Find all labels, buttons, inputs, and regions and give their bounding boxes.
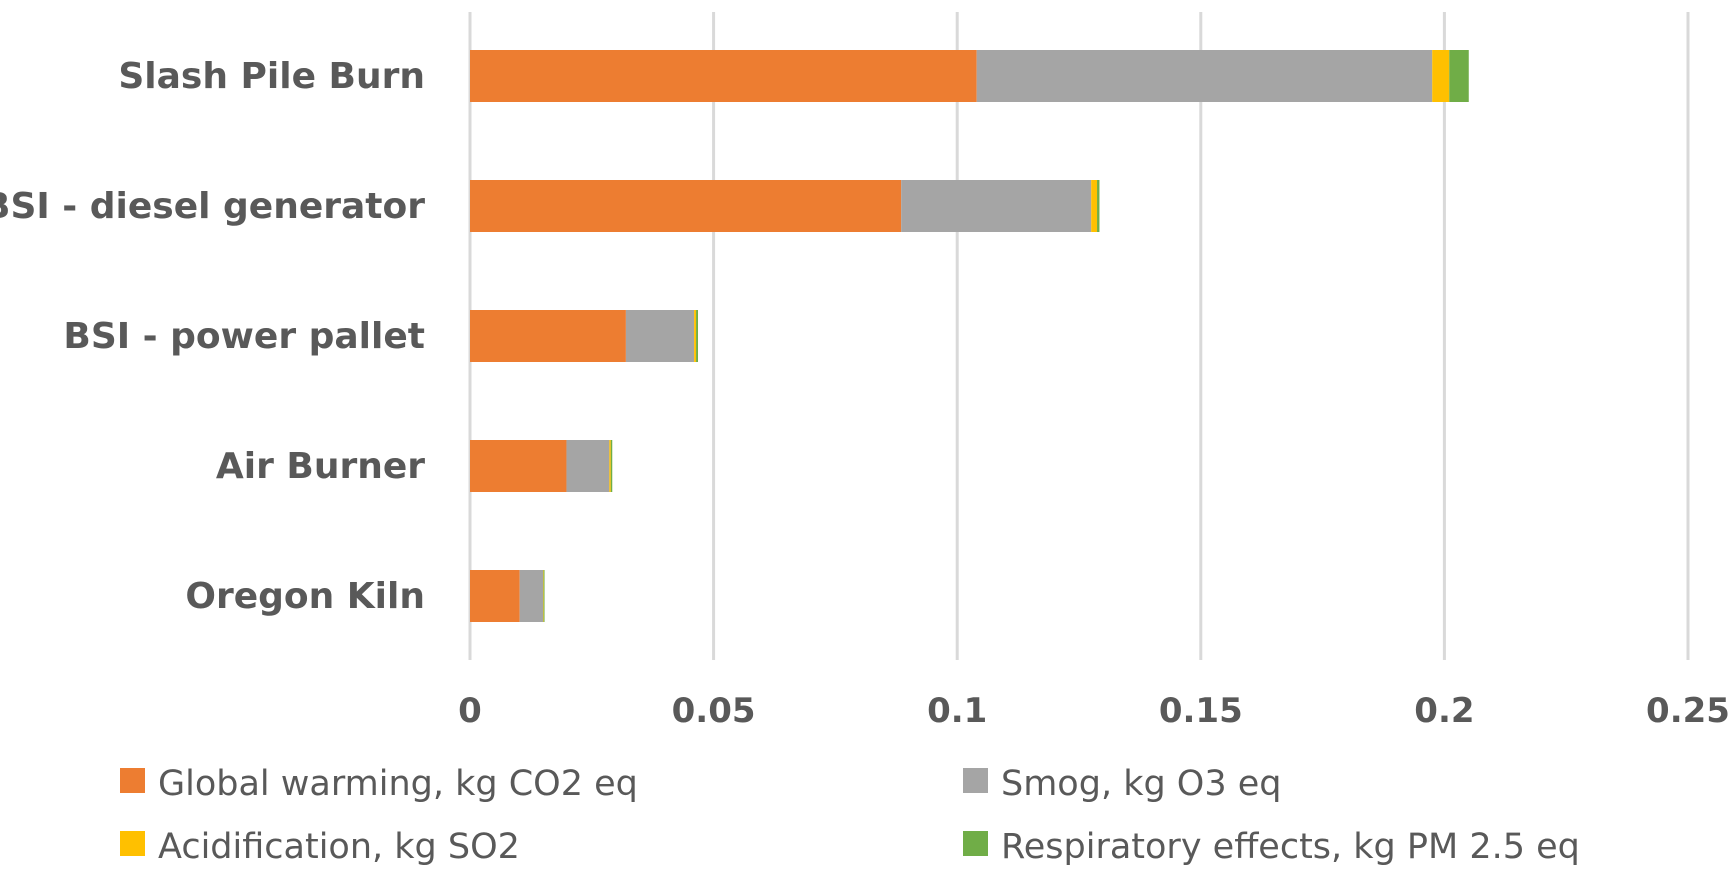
category-label-bsi-diesel-generator: BSI - diesel generator — [0, 186, 425, 227]
bars — [470, 50, 1469, 622]
bar-bsi-power-pallet-respiratory-effects-kg-pm-2-5-eq — [696, 310, 699, 362]
legend-label-respiratory-effects-kg-pm-2-5-eq: Respiratory effects, kg PM 2.5 eq — [1001, 827, 1580, 867]
legend-swatch-global-warming-kg-co2-eq — [120, 768, 145, 793]
x-tick-labels: 0 0.05 0.1 0.15 0.2 0.25 — [458, 691, 1730, 731]
category-label-oregon-kiln: Oregon Kiln — [185, 576, 425, 617]
bar-slash-pile-burn-global-warming-kg-co2-eq — [470, 50, 977, 102]
bar-bsi-power-pallet-smog-kg-o3-eq — [625, 310, 695, 362]
legend-label-global-warming-kg-co2-eq: Global warming, kg CO2 eq — [158, 764, 638, 804]
bar-bsi-diesel-generator-global-warming-kg-co2-eq — [470, 180, 902, 232]
bar-air-burner-respiratory-effects-kg-pm-2-5-eq — [610, 440, 613, 492]
legend-label-acidification-kg-so2: Acidification, kg SO2 — [158, 827, 520, 867]
x-tick-label-0: 0 — [458, 691, 482, 731]
legend-label-smog-kg-o3-eq: Smog, kg O3 eq — [1001, 764, 1282, 804]
x-tick-label-0-2: 0.2 — [1414, 691, 1474, 731]
gridlines — [468, 12, 1690, 660]
category-label-bsi-power-pallet: BSI - power pallet — [63, 316, 425, 357]
bar-slash-pile-burn-respiratory-effects-kg-pm-2-5-eq — [1449, 50, 1469, 102]
bar-bsi-diesel-generator-acidification-kg-so2 — [1091, 180, 1098, 232]
bar-oregon-kiln-smog-kg-o3-eq — [519, 570, 544, 622]
bar-bsi-power-pallet-acidification-kg-so2 — [694, 310, 697, 362]
bar-bsi-diesel-generator-smog-kg-o3-eq — [901, 180, 1092, 232]
category-label-slash-pile-burn: Slash Pile Burn — [118, 56, 425, 97]
bar-air-burner-global-warming-kg-co2-eq — [470, 440, 567, 492]
category-labels: Slash Pile Burn BSI - diesel generator BSI… — [0, 56, 425, 617]
bar-bsi-diesel-generator-respiratory-effects-kg-pm-2-5-eq — [1097, 180, 1100, 232]
legend-item-smog-kg-o3-eq: Smog, kg O3 eq — [963, 764, 1282, 804]
legend-swatch-respiratory-effects-kg-pm-2-5-eq — [963, 831, 988, 856]
bar-bsi-power-pallet-global-warming-kg-co2-eq — [470, 310, 626, 362]
legend-item-respiratory-effects-kg-pm-2-5-eq: Respiratory effects, kg PM 2.5 eq — [963, 827, 1580, 867]
x-tick-label-0-15: 0.15 — [1159, 691, 1243, 731]
legend: Global warming, kg CO2 eq Smog, kg O3 eq A… — [120, 764, 1580, 867]
x-tick-label-0-25: 0.25 — [1646, 691, 1730, 731]
bar-air-burner-smog-kg-o3-eq — [566, 440, 610, 492]
bar-slash-pile-burn-smog-kg-o3-eq — [976, 50, 1433, 102]
legend-item-acidification-kg-so2: Acidification, kg SO2 — [120, 827, 520, 867]
bar-air-burner-acidification-kg-so2 — [609, 440, 611, 492]
legend-item-global-warming-kg-co2-eq: Global warming, kg CO2 eq — [120, 764, 638, 804]
category-label-air-burner: Air Burner — [216, 446, 425, 487]
x-tick-label-0-05: 0.05 — [672, 691, 756, 731]
x-tick-label-0-1: 0.1 — [927, 691, 987, 731]
legend-swatch-acidification-kg-so2 — [120, 831, 145, 856]
bar-oregon-kiln-respiratory-effects-kg-pm-2-5-eq — [543, 570, 545, 622]
bar-oregon-kiln-global-warming-kg-co2-eq — [470, 570, 520, 622]
bar-slash-pile-burn-acidification-kg-so2 — [1432, 50, 1450, 102]
legend-swatch-smog-kg-o3-eq — [963, 768, 988, 793]
